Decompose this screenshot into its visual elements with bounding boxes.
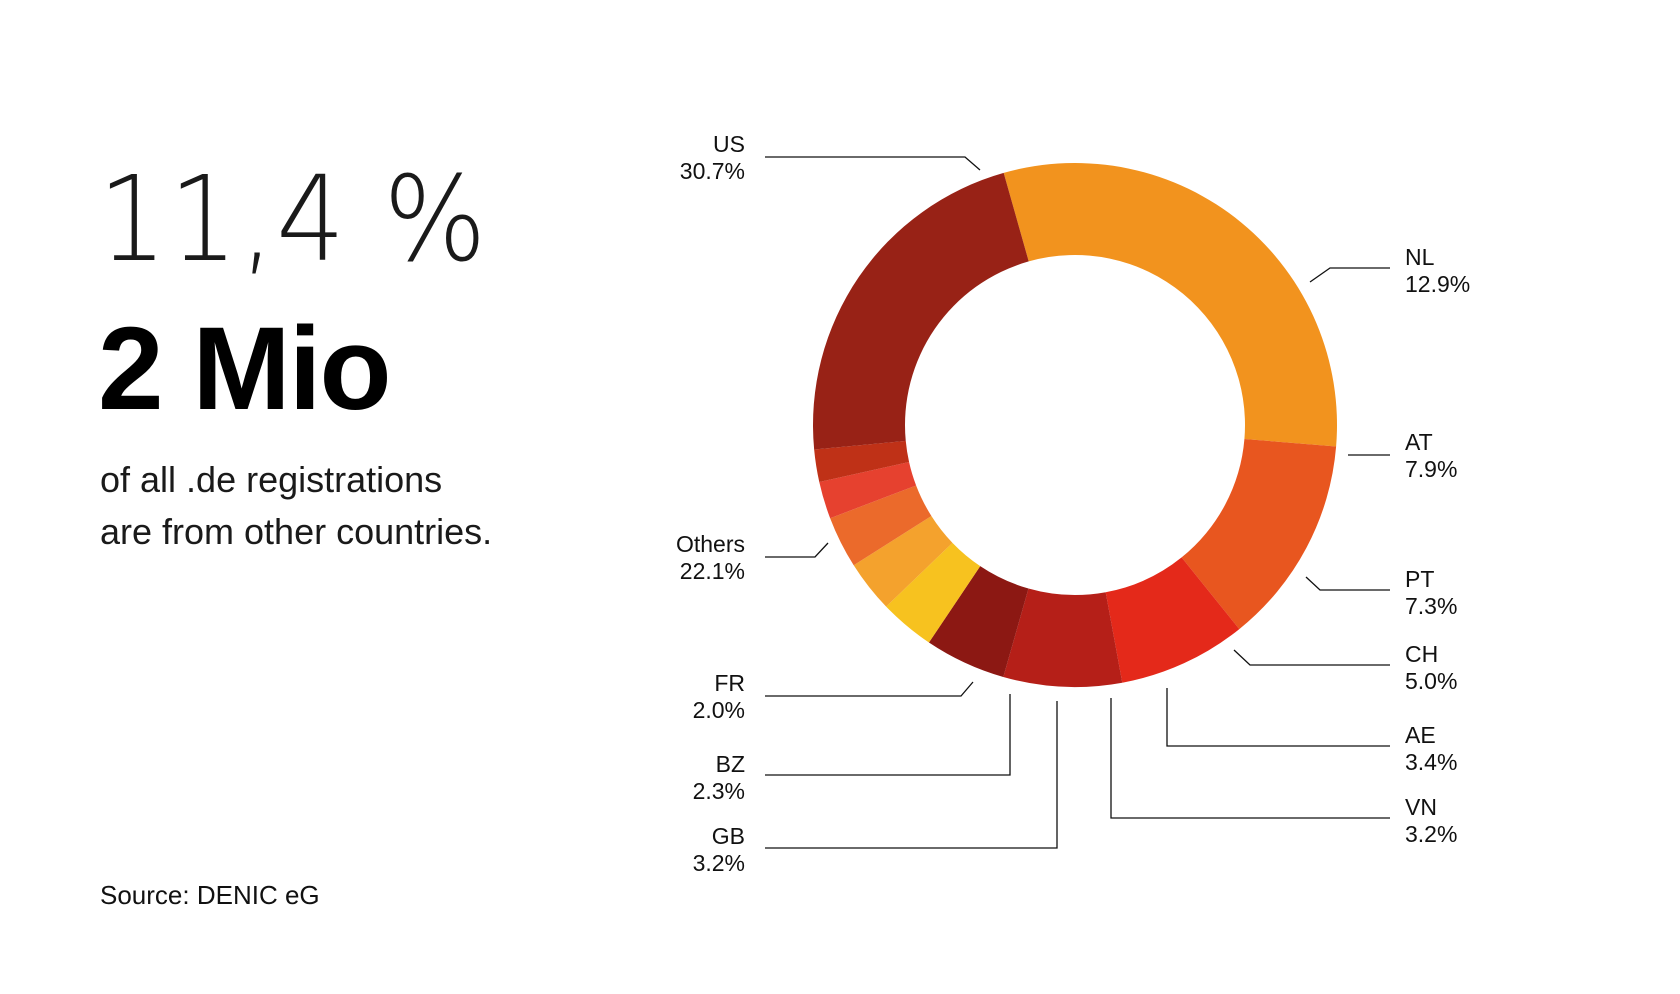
slice-value-fr: 2.0% <box>693 697 745 723</box>
slice-label-pt: PT <box>1405 566 1434 592</box>
slice-label-us: US <box>713 131 745 157</box>
slice-gb <box>830 485 932 566</box>
leader-line-others <box>765 542 829 558</box>
slice-vn <box>853 515 953 607</box>
donut-slices <box>813 163 1337 687</box>
leader-line-ch <box>1233 649 1390 666</box>
slice-value-others: 22.1% <box>680 558 745 584</box>
slice-ch <box>928 566 1029 678</box>
slice-value-gb: 3.2% <box>693 850 745 876</box>
slice-ae <box>886 542 981 643</box>
leader-line-ae <box>1166 688 1390 747</box>
slice-label-ch: CH <box>1405 641 1438 667</box>
slice-pt <box>1003 588 1123 687</box>
slice-fr <box>814 440 910 482</box>
subtitle-line-1: of all .de registrations <box>100 459 443 500</box>
slice-value-us: 30.7% <box>680 158 745 184</box>
headline-subtitle: of all .de registrations are from other … <box>100 454 492 558</box>
slice-label-others: Others <box>676 531 745 557</box>
slice-us <box>1003 163 1337 447</box>
slice-value-vn: 3.2% <box>1405 821 1457 847</box>
slice-label-vn: VN <box>1405 794 1437 820</box>
leader-line-bz <box>765 694 1011 776</box>
leader-line-vn <box>1110 698 1390 819</box>
slice-label-gb: GB <box>712 823 745 849</box>
slice-value-at: 7.9% <box>1405 456 1457 482</box>
source-note: Source: DENIC eG <box>100 880 320 910</box>
headline-number: 2 Mio <box>98 303 392 435</box>
slice-value-ch: 5.0% <box>1405 668 1457 694</box>
slice-value-pt: 7.3% <box>1405 593 1457 619</box>
slice-value-ae: 3.4% <box>1405 749 1457 775</box>
slice-label-fr: FR <box>714 670 745 696</box>
slice-value-bz: 2.3% <box>693 778 745 804</box>
leader-line-nl <box>1309 267 1390 283</box>
leader-line-gb <box>765 701 1058 849</box>
leader-line-fr <box>765 681 974 697</box>
slice-label-at: AT <box>1405 429 1433 455</box>
subtitle-line-2: are from other countries. <box>100 511 493 552</box>
slice-at <box>1105 557 1240 683</box>
slice-label-bz: BZ <box>716 751 745 777</box>
slice-bz <box>819 461 917 519</box>
leader-line-pt <box>1305 576 1390 591</box>
leader-lines <box>765 156 1390 849</box>
slice-nl <box>1181 438 1337 630</box>
slice-label-ae: AE <box>1405 722 1436 748</box>
headline-percent: 11,4 % <box>98 150 489 288</box>
slice-value-nl: 12.9% <box>1405 271 1470 297</box>
slice-others <box>813 172 1029 450</box>
slice-label-nl: NL <box>1405 244 1435 270</box>
leader-line-us <box>765 156 981 171</box>
